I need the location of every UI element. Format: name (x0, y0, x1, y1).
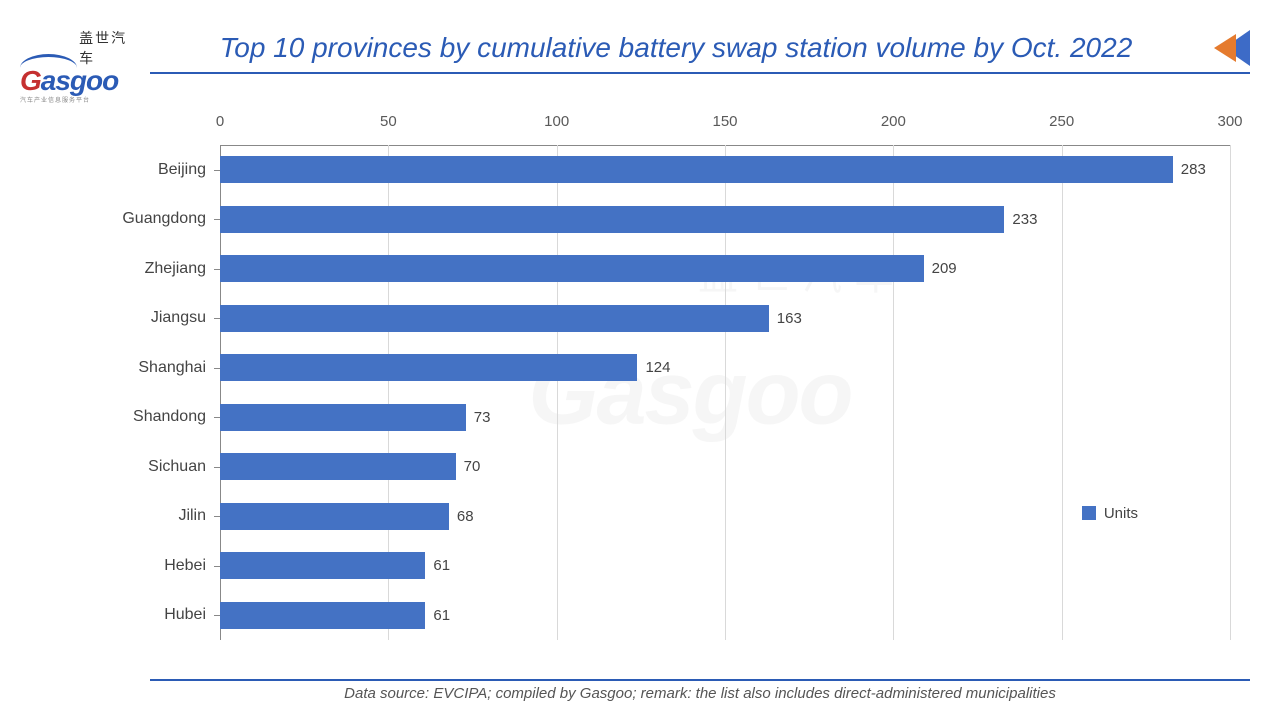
bar-value-label: 163 (777, 310, 802, 327)
bar-value-label: 124 (645, 359, 670, 376)
bar (220, 552, 425, 579)
bar-value-label: 73 (474, 409, 491, 426)
plot-area: Beijing283 Guangdong233 Zhejiang209 Jiangsu… (220, 145, 1230, 640)
x-tick-label: 0 (216, 113, 224, 130)
bar-row: Shanghai124 (220, 354, 1230, 381)
bar (220, 255, 924, 282)
bar-value-label: 233 (1012, 211, 1037, 228)
bar-row: Hubei61 (220, 602, 1230, 629)
bar (220, 404, 466, 431)
title-area: Top 10 provinces by cumulative battery s… (150, 30, 1250, 74)
bar (220, 156, 1173, 183)
footer-rule (150, 679, 1250, 681)
category-label: Shandong (133, 408, 206, 426)
legend-swatch-icon (1082, 506, 1096, 520)
logo-sub-text: 汽车产业信息服务平台 (20, 95, 140, 104)
bar-row: Guangdong233 (220, 206, 1230, 233)
page: 盖世汽车 Gasgoo 汽车产业信息服务平台 Top 10 provinces … (0, 0, 1280, 720)
bar-value-label: 70 (464, 458, 481, 475)
legend-label: Units (1104, 505, 1138, 522)
x-axis: 050100150200250300 (220, 105, 1230, 145)
bar (220, 305, 769, 332)
bar-value-label: 68 (457, 508, 474, 525)
x-tick-label: 300 (1217, 113, 1242, 130)
arrow-left-icon (1202, 30, 1250, 66)
category-label: Hebei (164, 557, 206, 575)
bar-value-label: 61 (433, 607, 450, 624)
category-label: Sichuan (148, 458, 206, 476)
category-label: Jiangsu (151, 309, 206, 327)
logo-cn-text: 盖世汽车 (79, 28, 140, 68)
bar (220, 354, 637, 381)
category-label: Hubei (164, 606, 206, 624)
bar (220, 503, 449, 530)
bar-value-label: 283 (1181, 161, 1206, 178)
category-label: Guangdong (122, 210, 206, 228)
footer-text: Data source: EVCIPA; compiled by Gasgoo;… (150, 685, 1250, 702)
x-tick-label: 250 (1049, 113, 1074, 130)
footer: Data source: EVCIPA; compiled by Gasgoo;… (150, 679, 1250, 702)
chart-title: Top 10 provinces by cumulative battery s… (150, 32, 1202, 64)
gridline (1230, 145, 1231, 640)
brand-logo: 盖世汽车 Gasgoo 汽车产业信息服务平台 (20, 28, 140, 104)
bar (220, 206, 1004, 233)
x-tick-label: 100 (544, 113, 569, 130)
bar-row: Sichuan70 (220, 453, 1230, 480)
category-label: Jilin (178, 507, 206, 525)
category-label: Beijing (158, 161, 206, 179)
bar-row: Jilin68 (220, 503, 1230, 530)
bar-row: Shandong73 (220, 404, 1230, 431)
bar-row: Hebei61 (220, 552, 1230, 579)
logo-main-text: Gasgoo (20, 68, 140, 93)
x-tick-label: 50 (380, 113, 397, 130)
bar-value-label: 209 (932, 260, 957, 277)
bar (220, 602, 425, 629)
x-tick-label: 150 (712, 113, 737, 130)
x-tick-label: 200 (881, 113, 906, 130)
chart-container: 盖世汽车 Gasgoo 050100150200250300 Beijing28… (130, 105, 1250, 660)
bar-row: Jiangsu163 (220, 305, 1230, 332)
category-label: Shanghai (138, 359, 206, 377)
bar-row: Zhejiang209 (220, 255, 1230, 282)
bar-value-label: 61 (433, 557, 450, 574)
category-label: Zhejiang (145, 260, 206, 278)
title-rule (150, 72, 1250, 74)
legend: Units (1082, 505, 1138, 522)
bar-chart: 050100150200250300 Beijing283Guangdong23… (130, 105, 1250, 660)
bar-row: Beijing283 (220, 156, 1230, 183)
bar (220, 453, 456, 480)
